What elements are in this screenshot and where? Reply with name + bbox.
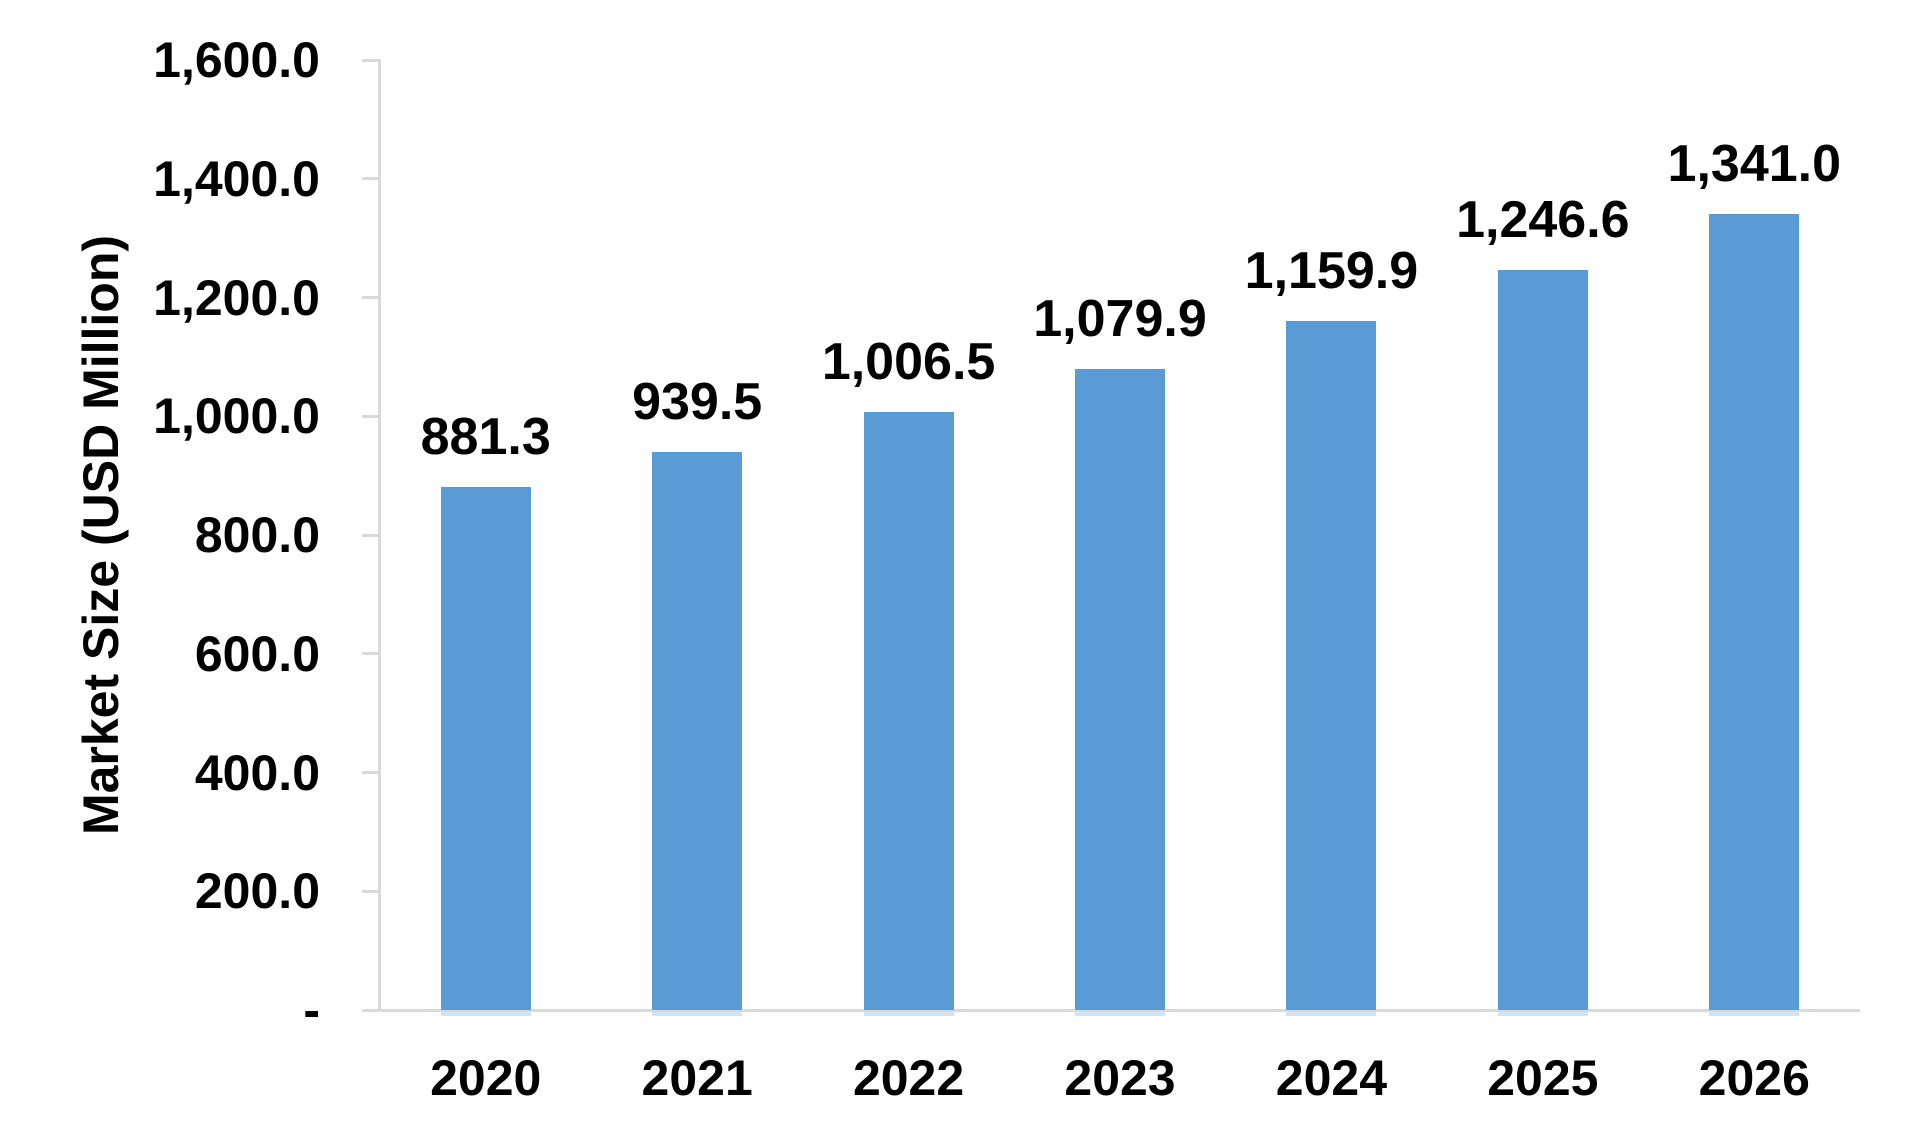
bar — [863, 412, 954, 1010]
bar-base-strip — [1075, 1012, 1165, 1016]
y-tick-mark — [362, 296, 380, 299]
bar-value-label: 1,246.6 — [1456, 190, 1630, 249]
bar-base-strip — [652, 1012, 743, 1016]
bar-value-label: 939.5 — [632, 373, 763, 432]
y-tick-label: 1,600.0 — [153, 32, 320, 88]
bar-value-label: 1,079.9 — [1033, 289, 1207, 348]
y-tick-label: - — [303, 982, 320, 1038]
x-tick-label: 2024 — [1275, 1050, 1388, 1106]
bar — [1286, 321, 1377, 1010]
y-tick-label: 1,000.0 — [153, 388, 320, 445]
bar-base-strip — [1709, 1012, 1800, 1016]
x-tick-label: 2023 — [1064, 1050, 1176, 1106]
y-tick-label: 400.0 — [194, 744, 320, 801]
bar-value-label: 1,159.9 — [1244, 242, 1419, 301]
bar — [1709, 213, 1800, 1010]
bar-base-strip — [863, 1012, 954, 1016]
x-tick-label: 2025 — [1487, 1050, 1599, 1106]
x-tick-label: 2026 — [1698, 1050, 1810, 1106]
y-tick-label: 1,400.0 — [153, 150, 320, 207]
bar-value-label: 1,006.5 — [821, 333, 996, 392]
y-tick-mark — [362, 58, 380, 62]
bar-value-label: 1,341.0 — [1667, 134, 1842, 193]
bar — [440, 486, 531, 1010]
x-tick-label: 2021 — [641, 1050, 753, 1106]
y-tick-mark — [362, 533, 380, 537]
bar — [1075, 368, 1165, 1010]
y-tick-label: 800.0 — [194, 507, 320, 563]
y-tick-mark — [362, 177, 380, 181]
y-tick-label: 200.0 — [194, 863, 320, 920]
bar — [1497, 269, 1588, 1010]
y-tick-mark — [362, 652, 380, 656]
bar-value-label: 881.3 — [420, 407, 551, 466]
y-tick-mark — [362, 889, 380, 893]
bar-base-strip — [1286, 1012, 1377, 1016]
bar-base-strip — [1497, 1012, 1588, 1016]
x-tick-label: 2020 — [430, 1050, 542, 1106]
y-tick-label: 1,200.0 — [153, 269, 320, 326]
x-axis-line — [378, 1009, 1860, 1012]
bar — [652, 452, 743, 1010]
y-tick-mark — [362, 414, 380, 418]
y-tick-mark — [362, 771, 380, 774]
y-tick-mark — [362, 1008, 380, 1012]
x-tick-label: 2022 — [852, 1050, 965, 1106]
y-tick-label: 600.0 — [194, 625, 320, 682]
bar-base-strip — [440, 1012, 531, 1016]
